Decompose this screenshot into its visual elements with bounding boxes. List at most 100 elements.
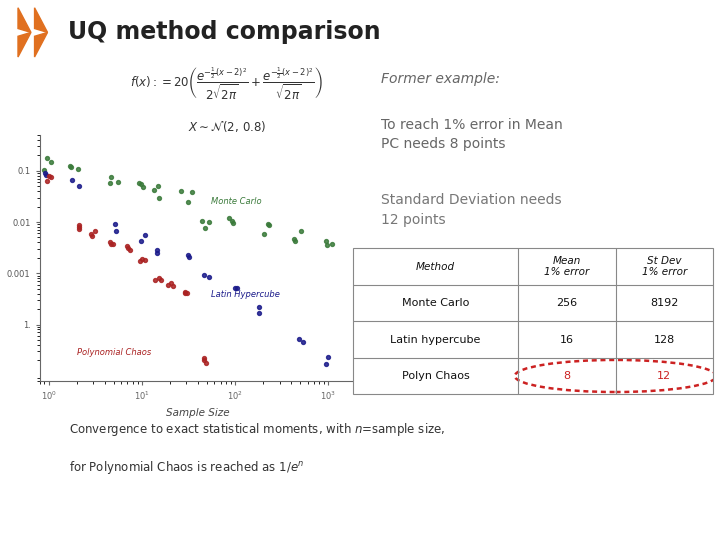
Point (230, 284, 241, 293)
Point (40, 168, 51, 177)
Point (289, 235, 300, 244)
Point (150, 275, 161, 284)
Text: Latin hypercube: Latin hypercube (390, 334, 481, 345)
Point (149, 186, 161, 194)
Point (296, 227, 307, 235)
Point (253, 308, 265, 317)
Point (199, 354, 210, 362)
Point (45, 172, 57, 181)
Point (45, 158, 57, 167)
Point (227, 219, 238, 227)
Text: 16: 16 (560, 334, 574, 345)
Point (289, 237, 301, 246)
Point (153, 274, 165, 282)
Point (44, 172, 55, 181)
Text: Latin Hypercube: Latin Hypercube (211, 289, 280, 299)
Point (73, 182, 85, 191)
Point (106, 173, 117, 181)
Point (182, 198, 194, 206)
Point (181, 289, 193, 298)
Point (135, 257, 146, 266)
Point (263, 221, 274, 230)
Point (135, 180, 147, 189)
Point (73, 225, 84, 233)
Point (175, 186, 186, 195)
Point (73, 222, 85, 231)
Text: St Dev
1% error: St Dev 1% error (642, 256, 687, 278)
Point (135, 237, 146, 245)
Point (72, 165, 84, 173)
Point (104, 238, 116, 247)
Point (125, 246, 136, 254)
Text: Monte Carlo: Monte Carlo (402, 298, 469, 308)
FancyBboxPatch shape (353, 248, 713, 394)
Polygon shape (35, 8, 48, 32)
Point (179, 288, 190, 296)
Text: To reach 1% error in Mean
PC needs 8 points: To reach 1% error in Mean PC needs 8 poi… (381, 118, 562, 151)
Point (326, 239, 338, 248)
Point (73, 220, 84, 229)
Point (320, 360, 332, 369)
Text: 12: 12 (657, 371, 671, 381)
Point (297, 338, 309, 346)
Point (67, 176, 78, 184)
Point (139, 231, 150, 239)
Point (89, 227, 101, 235)
Point (110, 227, 122, 235)
Text: esteco.com: esteco.com (634, 512, 714, 525)
Point (198, 355, 210, 364)
Text: Mean
1% error: Mean 1% error (544, 256, 590, 278)
Text: for Polynomial Chaos is reached as $1/e^n$: for Polynomial Chaos is reached as $1/e^… (68, 458, 304, 476)
Text: Former example:: Former example: (381, 72, 500, 86)
Point (153, 194, 165, 202)
Point (41, 154, 53, 163)
Point (66, 163, 77, 172)
Text: Convergence to exact statistical moments, with $n$=sample size,: Convergence to exact statistical moments… (68, 421, 445, 438)
Point (199, 224, 210, 232)
Point (133, 179, 145, 187)
Point (42, 177, 53, 185)
Point (204, 218, 215, 226)
Point (40, 170, 51, 179)
Point (109, 219, 121, 228)
Point (320, 237, 331, 245)
Point (136, 255, 148, 264)
Point (184, 253, 195, 261)
Point (86, 230, 97, 238)
Point (162, 280, 174, 289)
Text: Polynomial Chaos: Polynomial Chaos (77, 348, 151, 357)
Point (182, 251, 194, 260)
Point (180, 288, 192, 297)
Point (104, 179, 115, 187)
Text: Method: Method (416, 261, 455, 272)
Point (155, 276, 166, 285)
Point (65, 161, 76, 170)
Point (166, 279, 177, 287)
Text: Standard Deviation needs
12 points: Standard Deviation needs 12 points (381, 193, 562, 227)
Text: 8192: 8192 (650, 298, 678, 308)
Point (223, 214, 235, 222)
Point (112, 178, 123, 187)
Point (198, 271, 210, 279)
Point (139, 255, 150, 264)
Text: 128: 128 (654, 334, 675, 345)
Text: $f(x) := 20\left(\dfrac{e^{-\frac{1}{2}(x-2)^2}}{2\sqrt{2\pi}} + \dfrac{e^{-\fra: $f(x) := 20\left(\dfrac{e^{-\frac{1}{2}(… (130, 66, 323, 103)
Point (107, 240, 119, 249)
Point (231, 284, 243, 292)
Point (258, 230, 269, 239)
Point (122, 243, 133, 252)
Text: Monte Carlo: Monte Carlo (211, 198, 261, 206)
Point (121, 241, 132, 250)
X-axis label: Sample Size: Sample Size (166, 408, 230, 417)
Polygon shape (35, 32, 48, 57)
Point (203, 272, 215, 281)
Text: 256: 256 (557, 298, 577, 308)
Point (200, 358, 212, 367)
Polygon shape (18, 32, 31, 57)
Point (151, 245, 163, 254)
Point (293, 334, 305, 343)
Point (38, 165, 50, 174)
Point (152, 182, 163, 191)
Text: $X \sim \mathcal{N}(2,\,0.8)$: $X \sim \mathcal{N}(2,\,0.8)$ (188, 119, 266, 134)
Point (138, 183, 149, 192)
